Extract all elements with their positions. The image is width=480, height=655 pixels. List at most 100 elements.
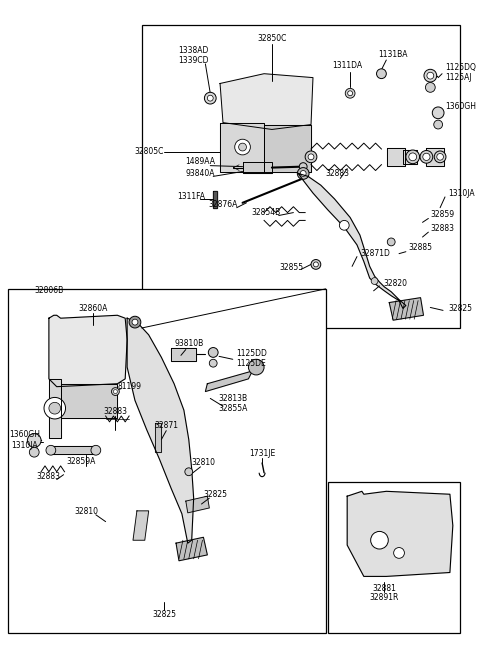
- Polygon shape: [242, 162, 272, 174]
- Circle shape: [208, 348, 218, 358]
- Text: 1125DE: 1125DE: [237, 359, 266, 367]
- Text: 32825: 32825: [152, 610, 176, 619]
- Text: 1731JE: 1731JE: [249, 449, 275, 458]
- Polygon shape: [133, 511, 149, 540]
- Circle shape: [425, 83, 435, 92]
- Text: 32820: 32820: [384, 280, 408, 288]
- Polygon shape: [426, 148, 444, 166]
- Text: 32891R: 32891R: [370, 593, 399, 603]
- Polygon shape: [264, 124, 311, 172]
- Circle shape: [432, 107, 444, 119]
- Circle shape: [313, 262, 318, 267]
- Circle shape: [420, 151, 433, 163]
- Circle shape: [46, 445, 56, 455]
- Polygon shape: [186, 496, 209, 513]
- Polygon shape: [347, 491, 453, 576]
- Text: 32825: 32825: [203, 490, 227, 498]
- Text: 32854B: 32854B: [252, 208, 281, 217]
- Text: 32883: 32883: [37, 472, 61, 481]
- Circle shape: [185, 468, 192, 476]
- Polygon shape: [49, 379, 60, 438]
- Text: 93840A: 93840A: [186, 169, 215, 178]
- Polygon shape: [220, 122, 264, 172]
- Text: 1310JA: 1310JA: [11, 441, 38, 450]
- Text: 32810: 32810: [74, 508, 98, 516]
- Polygon shape: [387, 148, 405, 166]
- Text: 1125DQ: 1125DQ: [445, 64, 476, 72]
- Circle shape: [204, 92, 216, 104]
- Text: 81199: 81199: [117, 382, 141, 391]
- Polygon shape: [176, 537, 207, 561]
- Circle shape: [297, 168, 309, 179]
- Circle shape: [299, 162, 307, 170]
- Polygon shape: [205, 371, 252, 392]
- Circle shape: [132, 319, 138, 325]
- Text: 1360GH: 1360GH: [9, 430, 40, 439]
- Circle shape: [300, 170, 306, 176]
- Circle shape: [27, 434, 41, 447]
- Text: 32885: 32885: [409, 243, 433, 252]
- Text: 32883: 32883: [431, 224, 455, 233]
- Circle shape: [424, 69, 437, 82]
- Circle shape: [113, 390, 118, 394]
- Text: 1131BA: 1131BA: [378, 50, 408, 59]
- Circle shape: [409, 153, 417, 160]
- Text: 32855: 32855: [279, 263, 303, 272]
- Circle shape: [91, 445, 101, 455]
- Text: 1125AJ: 1125AJ: [445, 73, 472, 82]
- Bar: [328, 481, 460, 633]
- Circle shape: [44, 398, 66, 419]
- Text: 32871D: 32871D: [360, 249, 390, 258]
- Text: 1310JA: 1310JA: [448, 189, 475, 198]
- Circle shape: [434, 120, 443, 129]
- Polygon shape: [155, 423, 161, 452]
- Text: 32859: 32859: [431, 210, 455, 219]
- Polygon shape: [389, 297, 423, 320]
- Circle shape: [129, 316, 141, 328]
- Circle shape: [207, 95, 213, 101]
- Circle shape: [437, 153, 444, 160]
- Circle shape: [434, 151, 446, 162]
- Text: 32805C: 32805C: [134, 147, 163, 157]
- Circle shape: [311, 259, 321, 269]
- Text: 1311FA: 1311FA: [177, 193, 204, 202]
- Circle shape: [308, 154, 314, 160]
- Text: 32813B: 32813B: [218, 394, 247, 403]
- Text: 1125DD: 1125DD: [237, 349, 267, 358]
- Text: 1338AD: 1338AD: [179, 46, 209, 55]
- Circle shape: [406, 150, 420, 164]
- Polygon shape: [171, 348, 196, 362]
- Polygon shape: [49, 315, 127, 386]
- Polygon shape: [213, 191, 217, 208]
- Polygon shape: [51, 446, 96, 454]
- Text: 1339CD: 1339CD: [179, 56, 209, 64]
- Circle shape: [345, 88, 355, 98]
- Circle shape: [348, 91, 353, 96]
- Bar: [8, 289, 326, 633]
- Text: 32883: 32883: [325, 169, 349, 178]
- Text: 1311DA: 1311DA: [332, 62, 362, 70]
- Circle shape: [111, 388, 120, 396]
- Circle shape: [209, 360, 217, 367]
- Text: 32855A: 32855A: [218, 403, 248, 413]
- Circle shape: [371, 278, 378, 284]
- Text: 1360GH: 1360GH: [445, 102, 476, 111]
- Text: 93810B: 93810B: [174, 339, 204, 348]
- Circle shape: [394, 548, 405, 558]
- Text: 32881: 32881: [372, 584, 396, 593]
- Text: 32859A: 32859A: [67, 457, 96, 466]
- Circle shape: [239, 143, 246, 151]
- Circle shape: [49, 402, 60, 414]
- Circle shape: [387, 238, 395, 246]
- Circle shape: [339, 220, 349, 230]
- Text: 1489AA: 1489AA: [185, 157, 216, 166]
- Polygon shape: [127, 318, 193, 543]
- Circle shape: [29, 447, 39, 457]
- Circle shape: [376, 69, 386, 79]
- Circle shape: [371, 531, 388, 549]
- Polygon shape: [298, 174, 406, 309]
- Circle shape: [427, 72, 434, 79]
- Text: 32876A: 32876A: [208, 200, 238, 209]
- Bar: [142, 25, 460, 328]
- Text: 32850C: 32850C: [257, 34, 287, 43]
